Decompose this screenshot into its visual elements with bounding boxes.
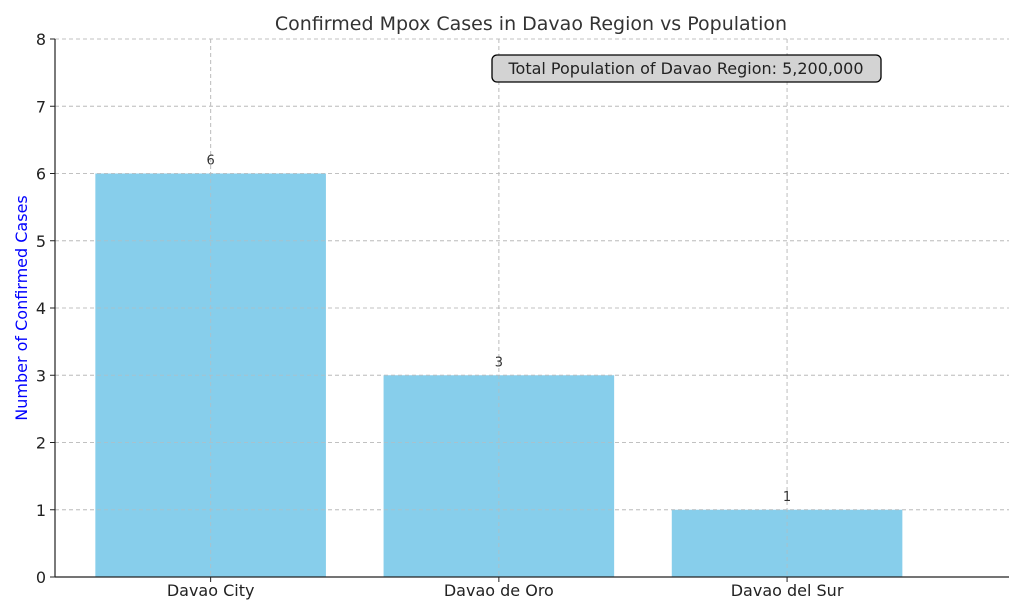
y-tick-label: 7: [36, 97, 46, 116]
y-tick-label: 3: [36, 366, 46, 385]
annotation-background: [491, 54, 882, 83]
bar-data-label: 6: [206, 154, 214, 169]
y-tick-label: 0: [36, 568, 46, 587]
y-tick-label: 4: [36, 299, 46, 318]
x-tick-label: Davao de Oro: [444, 581, 554, 600]
axes: 0 1 2 3 4 5 6 7 8 Davao City Davao de Oro Davao del…: [36, 30, 1009, 600]
y-tick-label: 5: [36, 232, 46, 251]
bar-data-label: 1: [783, 490, 791, 505]
y-tick-label: 2: [36, 434, 46, 453]
bars: [55, 38, 1009, 577]
y-tick-label: 8: [36, 30, 46, 49]
y-tick-label: 6: [36, 165, 46, 184]
annotation-text: Total Population of Davao Region: 5,200,…: [507, 59, 863, 78]
x-tick-label: Davao City: [167, 581, 255, 600]
y-tick-label: 1: [36, 501, 46, 520]
data-labels: 6 3 1: [206, 154, 791, 505]
y-axis-label: Number of Confirmed Cases: [12, 195, 31, 421]
x-tick-label: Davao del Sur: [731, 581, 844, 600]
chart-title: Confirmed Mpox Cases in Davao Region vs …: [275, 13, 787, 35]
annotation-box: Total Population of Davao Region: 5,200,…: [491, 54, 882, 83]
bar-data-label: 3: [495, 355, 503, 370]
